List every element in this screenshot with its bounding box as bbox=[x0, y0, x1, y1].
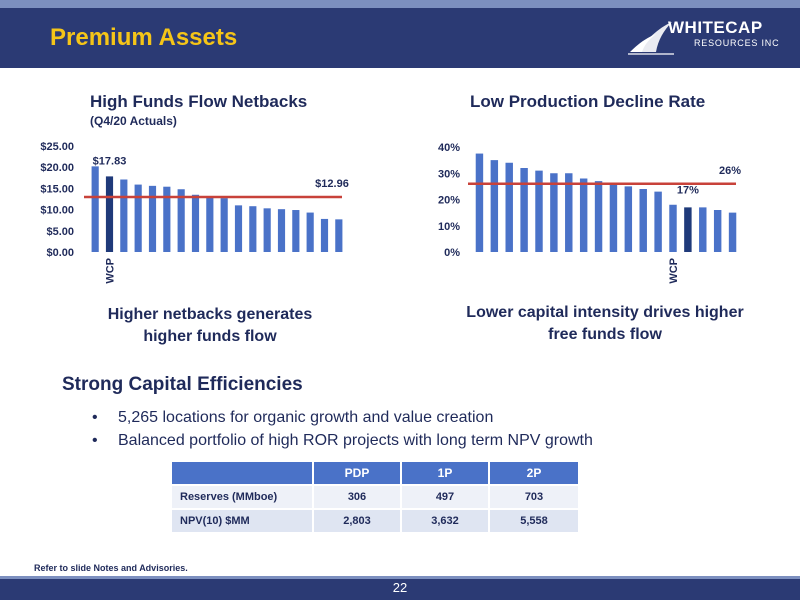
bar bbox=[475, 153, 484, 252]
highlight-value-label: $17.83 bbox=[93, 155, 127, 167]
y-tick-label: 10% bbox=[438, 221, 460, 233]
bullet-dot-icon: • bbox=[92, 409, 98, 426]
bar bbox=[206, 197, 214, 252]
caption-left-line2: higher funds flow bbox=[143, 328, 277, 345]
bar bbox=[713, 210, 722, 252]
y-tick-label: $10.00 bbox=[40, 205, 74, 217]
bar bbox=[624, 186, 633, 252]
bullet-item: • Balanced portfolio of high ROR project… bbox=[92, 429, 593, 452]
bar bbox=[148, 185, 157, 252]
bar bbox=[277, 209, 286, 252]
bar bbox=[91, 166, 99, 252]
y-tick-label: $15.00 bbox=[40, 183, 74, 195]
x-category-label: WCP bbox=[105, 258, 117, 284]
table-cell: 5,558 bbox=[488, 508, 580, 534]
table-header-cell bbox=[170, 460, 314, 486]
bar bbox=[292, 210, 300, 252]
company-logo: WHITECAP RESOURCES INC bbox=[628, 14, 788, 60]
bar bbox=[550, 173, 558, 252]
bar bbox=[699, 207, 707, 252]
header-accent-line bbox=[0, 0, 800, 8]
highlight-bar bbox=[105, 176, 114, 252]
table-header-cell: PDP bbox=[312, 460, 402, 486]
bar bbox=[120, 179, 128, 252]
bar bbox=[505, 162, 513, 252]
chart-subtitle-netbacks: (Q4/20 Actuals) bbox=[90, 114, 177, 128]
chart-title-netbacks: High Funds Flow Netbacks bbox=[90, 92, 308, 111]
y-tick-label: $0.00 bbox=[46, 247, 74, 259]
y-tick-label: 30% bbox=[438, 168, 460, 180]
table-cell: 306 bbox=[312, 484, 402, 510]
y-tick-label: 0% bbox=[444, 247, 460, 259]
highlight-value-label: 17% bbox=[677, 184, 699, 196]
bar bbox=[639, 189, 647, 252]
bar bbox=[163, 186, 171, 252]
table-header-row: PDP 1P 2P bbox=[170, 460, 580, 486]
bar bbox=[263, 208, 271, 252]
caption-right: Lower capital intensity drives higher fr… bbox=[440, 302, 770, 346]
bar bbox=[490, 160, 499, 252]
bullet-text: Balanced portfolio of high ROR projects … bbox=[118, 432, 593, 449]
y-tick-label: $25.00 bbox=[40, 141, 74, 153]
bullet-list: • 5,265 locations for organic growth and… bbox=[92, 406, 593, 452]
bar bbox=[220, 198, 228, 252]
bar bbox=[191, 194, 200, 252]
bar bbox=[609, 183, 618, 252]
table-header-cell: 1P bbox=[400, 460, 490, 486]
caption-right-line1: Lower capital intensity drives higher bbox=[466, 304, 744, 321]
bar bbox=[654, 191, 662, 252]
bar bbox=[134, 184, 142, 252]
bar bbox=[565, 173, 573, 252]
bar bbox=[669, 204, 677, 252]
y-tick-label: 20% bbox=[438, 195, 460, 207]
bar bbox=[579, 178, 588, 252]
x-category-label: WCP bbox=[668, 258, 680, 284]
page-title: Premium Assets bbox=[50, 24, 238, 51]
header-bar bbox=[0, 0, 800, 68]
y-tick-label: $20.00 bbox=[40, 162, 74, 174]
footer-accent-line bbox=[0, 576, 800, 579]
bar bbox=[249, 206, 257, 252]
reference-value-label: 26% bbox=[719, 165, 741, 177]
y-tick-label: 40% bbox=[438, 142, 460, 154]
bar bbox=[728, 212, 737, 252]
table-row-label: Reserves (MMboe) bbox=[170, 484, 314, 510]
reserves-table: PDP 1P 2P Reserves (MMboe) 306 497 703 N… bbox=[170, 460, 580, 534]
bar bbox=[320, 218, 329, 252]
caption-left: Higher netbacks generates higher funds f… bbox=[60, 304, 360, 348]
caption-right-line2: free funds flow bbox=[548, 326, 662, 343]
bullet-item: • 5,265 locations for organic growth and… bbox=[92, 406, 593, 429]
footer-bar bbox=[0, 576, 800, 600]
table-cell: 497 bbox=[400, 484, 490, 510]
page-number: 22 bbox=[392, 580, 408, 595]
reference-value-label: $12.96 bbox=[315, 178, 349, 190]
bar bbox=[335, 219, 343, 252]
table-header-cell: 2P bbox=[488, 460, 580, 486]
highlight-bar bbox=[684, 207, 692, 252]
table-row: NPV(10) $MM 2,803 3,632 5,558 bbox=[170, 508, 580, 534]
table-cell: 3,632 bbox=[400, 508, 490, 534]
section-title: Strong Capital Efficiencies bbox=[62, 374, 303, 395]
table-cell: 703 bbox=[488, 484, 580, 510]
bar bbox=[306, 212, 314, 252]
netbacks-bar-chart: $0.00 $5.00 $10.00 $15.00 $20.00 $25.00 WCP $12… bbox=[40, 141, 349, 284]
bar bbox=[535, 170, 543, 252]
bar bbox=[177, 189, 185, 252]
table-row: Reserves (MMboe) 306 497 703 bbox=[170, 484, 580, 510]
bar bbox=[520, 168, 528, 252]
chart-title-decline: Low Production Decline Rate bbox=[470, 92, 706, 111]
caption-left-line1: Higher netbacks generates bbox=[107, 306, 313, 323]
wave-logo-icon bbox=[628, 22, 674, 55]
table-row-label: NPV(10) $MM bbox=[170, 508, 314, 534]
y-tick-label: $5.00 bbox=[46, 226, 74, 238]
logo-name: WHITECAP bbox=[668, 18, 763, 37]
bullet-text: 5,265 locations for organic growth and v… bbox=[118, 409, 494, 426]
decline-rate-bar-chart: 0% 10% 20% 30% 40% WCP 26% 17% bbox=[438, 142, 741, 284]
bullet-dot-icon: • bbox=[92, 432, 98, 449]
bar bbox=[594, 181, 603, 252]
logo-subtitle: RESOURCES INC bbox=[694, 38, 780, 48]
footnote: Refer to slide Notes and Advisories. bbox=[34, 563, 188, 573]
table-cell: 2,803 bbox=[312, 508, 402, 534]
bar bbox=[234, 205, 243, 252]
